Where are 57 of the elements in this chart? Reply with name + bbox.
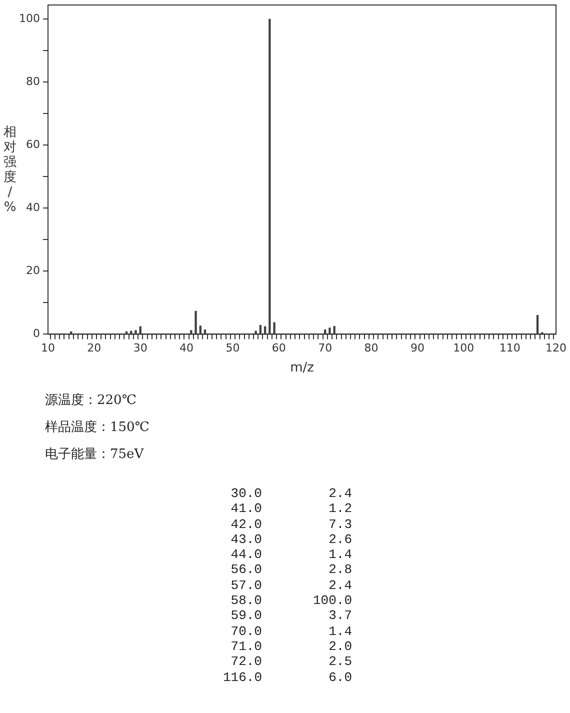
- category-label: 57.0: [230, 578, 262, 594]
- y-tick-label: 100: [19, 12, 40, 26]
- bar: [134, 330, 137, 334]
- x-tick-label: 80: [364, 342, 378, 355]
- y-tick-label: 0: [33, 327, 40, 340]
- text: 2.0: [328, 638, 352, 654]
- text: 样品温度：150℃: [45, 419, 150, 436]
- category-label: 56.0: [230, 562, 262, 578]
- bar: [268, 18, 271, 334]
- text: 2.6: [328, 532, 352, 547]
- x-tick-label: 110: [499, 342, 520, 355]
- x-axis-title: m/z: [290, 360, 314, 376]
- x-tick-label: 100: [453, 342, 474, 355]
- x-tick-label: 20: [87, 342, 102, 355]
- category-label: 72.0: [230, 654, 262, 670]
- text: 2.4: [328, 578, 352, 593]
- text: 源温度：220℃: [45, 392, 136, 409]
- bar: [333, 326, 336, 334]
- category-label: 70.0: [230, 624, 262, 639]
- bar: [194, 310, 197, 334]
- text: 2.5: [328, 654, 352, 670]
- y-tick-label: 60: [26, 138, 40, 152]
- bar: [536, 314, 539, 334]
- y-tick-label: 20: [26, 264, 40, 278]
- x-tick-label: 90: [410, 342, 424, 355]
- category-label: 71.0: [230, 638, 262, 654]
- x-tick-label: 30: [133, 342, 148, 355]
- category-label: 41.0: [230, 501, 262, 517]
- category-label: 44.0: [230, 547, 262, 562]
- text: 2.4: [328, 486, 352, 501]
- text: 1.4: [328, 547, 352, 562]
- text: 7.3: [328, 516, 352, 532]
- x-tick-label: 50: [226, 342, 240, 355]
- bar: [273, 322, 276, 334]
- category-label: 59.0: [230, 608, 262, 624]
- text: 电子能量：75eV: [45, 446, 144, 463]
- text: 3.7: [328, 608, 352, 624]
- y-tick-label: 80: [26, 75, 40, 88]
- text: 1.2: [328, 501, 352, 516]
- category-label: 30.0: [230, 486, 262, 502]
- text: 6.0: [328, 670, 352, 685]
- category-label: 58.0: [230, 593, 262, 608]
- text: 2.8: [328, 562, 352, 578]
- bar: [328, 328, 331, 334]
- text: 100.0: [312, 593, 352, 608]
- category-label: 43.0: [230, 532, 262, 548]
- x-tick-label: 60: [272, 342, 286, 355]
- text: 1.4: [328, 624, 352, 639]
- x-tick-label: 70: [318, 342, 332, 355]
- y-tick-label: 40: [26, 201, 40, 214]
- x-tick-label: 10: [41, 342, 55, 355]
- bar: [254, 330, 257, 334]
- x-tick-label: 120: [546, 342, 566, 355]
- x-tick-label: 40: [180, 342, 194, 355]
- y-axis-title: 相对强度/%: [3, 125, 17, 215]
- category-label: 42.0: [230, 516, 262, 532]
- category-label: 116.0: [222, 670, 262, 685]
